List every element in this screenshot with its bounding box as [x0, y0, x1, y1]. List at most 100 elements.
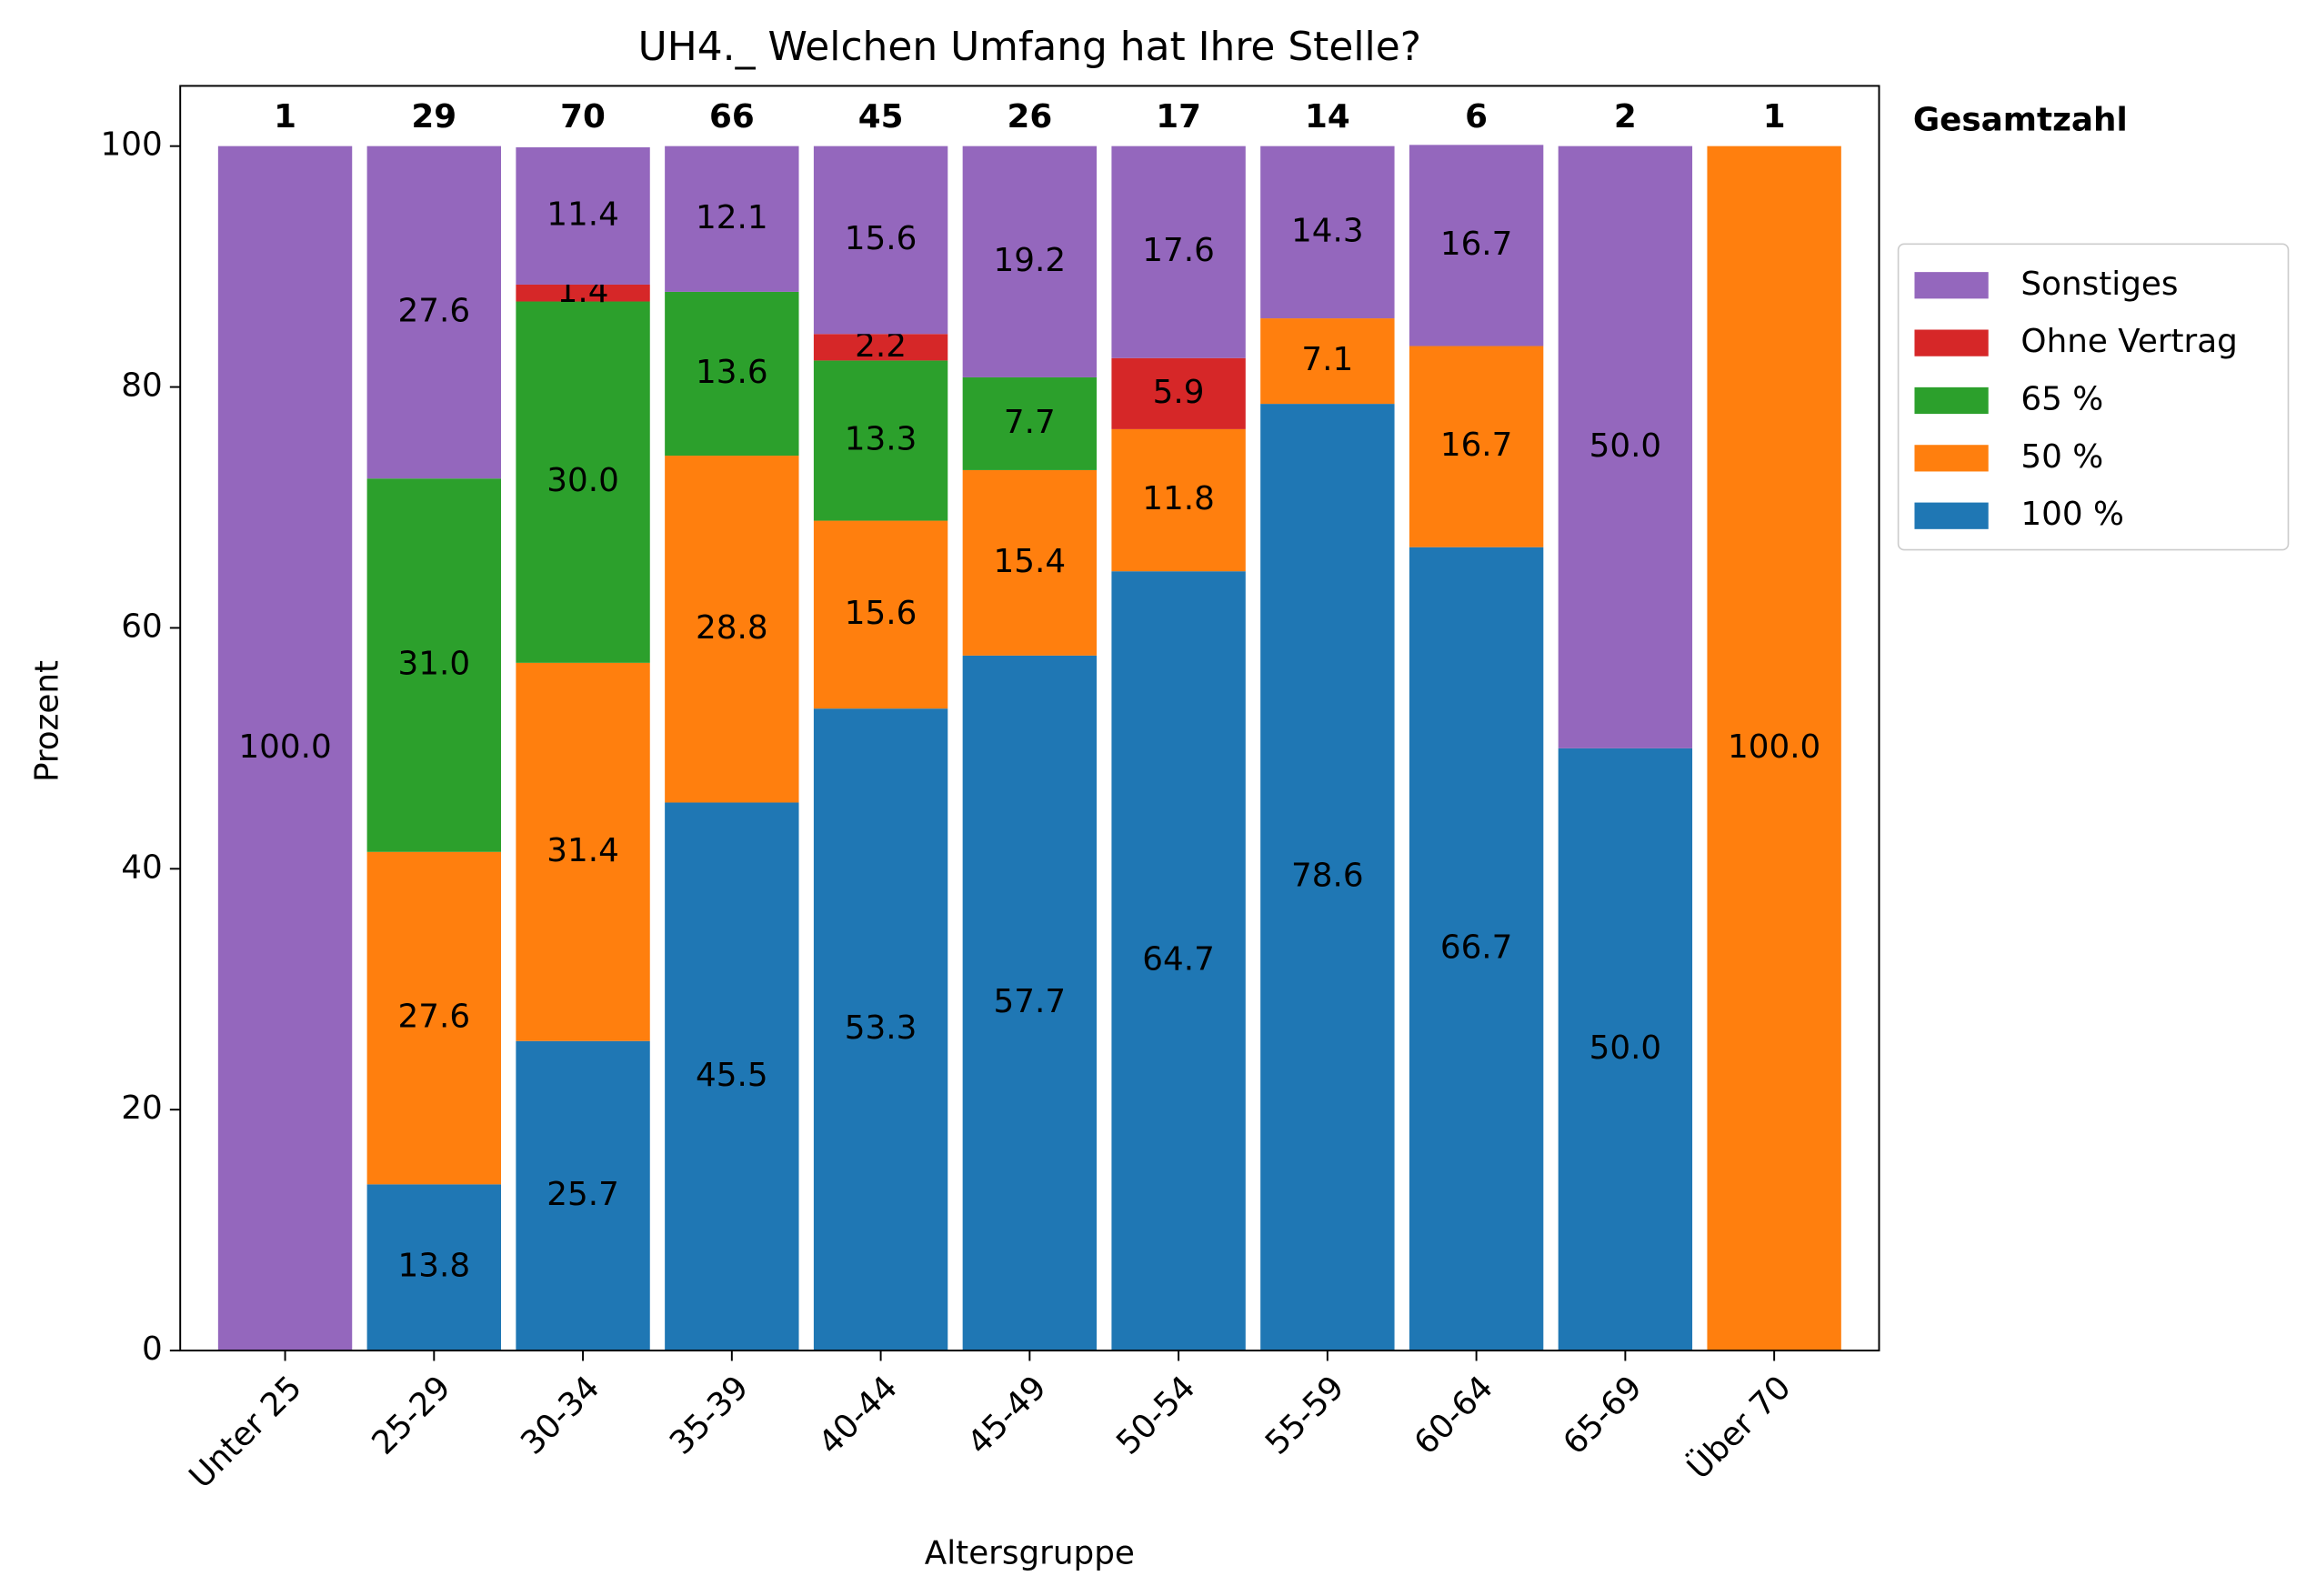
totals-label: Gesamtzahl: [1913, 101, 2128, 138]
total-label: 1: [274, 98, 296, 136]
total-label: 45: [858, 98, 904, 136]
bar-segment: [962, 655, 1098, 1351]
legend-box: [1897, 243, 2290, 551]
value-label: 16.7: [1440, 226, 1513, 263]
value-label: 45.5: [696, 1057, 768, 1094]
legend-label: 65 %: [2020, 380, 2103, 417]
legend-label: 50 %: [2020, 438, 2103, 476]
bar-segment: [516, 301, 650, 663]
total-label: 1: [1763, 98, 1786, 136]
total-label: 29: [411, 98, 456, 136]
value-label: 13.3: [845, 420, 917, 457]
bar-segment: [366, 851, 501, 1185]
legend-label: Sonstiges: [2020, 266, 2178, 303]
total-label: 70: [560, 98, 606, 136]
bar-segment: [665, 146, 799, 292]
bar-segment: [366, 478, 501, 852]
bar-segment: [516, 146, 650, 285]
bar-segment: [813, 334, 948, 361]
value-label: 30.0: [546, 462, 619, 499]
value-label: 13.6: [696, 354, 768, 391]
total-label: 14: [1305, 98, 1350, 136]
total-label: 26: [1007, 98, 1052, 136]
bar-segment: [1111, 146, 1246, 358]
bar-segment: [1409, 145, 1544, 346]
legend-label: 100 %: [2020, 496, 2124, 533]
value-label: 27.6: [398, 292, 471, 329]
value-label: 16.7: [1440, 427, 1513, 464]
value-label: 7.1: [1301, 341, 1353, 378]
value-label: 66.7: [1440, 928, 1513, 966]
bar-segment: [217, 146, 353, 1351]
y-axis-label: Prozent: [29, 660, 66, 782]
legend-swatch: [1914, 329, 1989, 356]
value-label: 57.7: [994, 983, 1067, 1020]
value-label: 11.8: [1142, 480, 1215, 517]
bar-segment: [1409, 547, 1544, 1351]
value-label: 28.8: [696, 609, 768, 647]
value-label: 7.7: [1004, 404, 1056, 441]
bar-segment: [1111, 571, 1246, 1351]
legend-swatch: [1914, 272, 1989, 299]
value-label: 25.7: [546, 1176, 619, 1213]
value-label: 53.3: [845, 1009, 917, 1047]
bar-segment: [665, 291, 799, 457]
bar-segment: [1260, 318, 1395, 405]
bar-segment: [665, 456, 799, 803]
bar-segment: [366, 1184, 501, 1351]
bar-segment: [1260, 146, 1395, 319]
value-label: 12.1: [696, 199, 768, 236]
value-label: 11.4: [546, 196, 619, 233]
value-label: 5.9: [1153, 374, 1205, 411]
value-label: 31.0: [398, 645, 471, 682]
bar-segment: [962, 376, 1098, 470]
y-tick-label: 60: [121, 607, 162, 645]
plot-frame: [179, 85, 1880, 1352]
value-label: 19.2: [994, 242, 1067, 279]
bar-segment: [962, 146, 1098, 377]
x-axis-label: Altersgruppe: [925, 1534, 1135, 1571]
bar-segment: [813, 360, 948, 521]
bar-segment: [1260, 404, 1395, 1351]
value-label: 100.0: [238, 728, 331, 766]
legend-label: Ohne Vertrag: [2020, 323, 2237, 360]
value-label: 100.0: [1728, 728, 1820, 766]
bar-segment: [813, 520, 948, 709]
value-label: 50.0: [1589, 1029, 1662, 1067]
value-label: 15.4: [994, 543, 1067, 580]
y-tick-label: 0: [142, 1330, 163, 1368]
total-label: 17: [1156, 98, 1201, 136]
y-tick-label: 100: [100, 126, 162, 164]
y-tick-label: 80: [121, 367, 162, 405]
value-label: 31.4: [546, 832, 619, 869]
value-label: 15.6: [845, 220, 917, 257]
value-label: 78.6: [1291, 858, 1364, 895]
total-label: 66: [709, 98, 755, 136]
legend-swatch: [1914, 445, 1989, 472]
bar-segment: [1111, 428, 1246, 572]
bar-segment: [1707, 146, 1841, 1351]
y-tick-label: 20: [121, 1089, 162, 1127]
bar-segment: [1558, 748, 1693, 1351]
y-tick-label: 40: [121, 848, 162, 886]
value-label: 64.7: [1142, 941, 1215, 979]
value-label: 13.8: [398, 1248, 471, 1285]
chart-title: UH4._ Welchen Umfang hat Ihre Stelle?: [638, 24, 1421, 70]
bar-segment: [962, 469, 1098, 656]
bar-segment: [1558, 146, 1693, 748]
legend-swatch: [1914, 386, 1989, 415]
value-label: 14.3: [1291, 212, 1364, 249]
total-label: 6: [1465, 98, 1488, 136]
bar-segment: [1111, 357, 1246, 429]
value-label: 27.6: [398, 999, 471, 1036]
bar-segment: [516, 662, 650, 1041]
value-label: 17.6: [1142, 232, 1215, 269]
bar-segment: [813, 708, 948, 1351]
bar-segment: [366, 146, 501, 479]
total-label: 2: [1614, 98, 1637, 136]
bar-segment: [516, 284, 650, 302]
bar-segment: [1409, 346, 1544, 547]
bar-segment: [665, 802, 799, 1351]
value-label: 50.0: [1589, 427, 1662, 465]
